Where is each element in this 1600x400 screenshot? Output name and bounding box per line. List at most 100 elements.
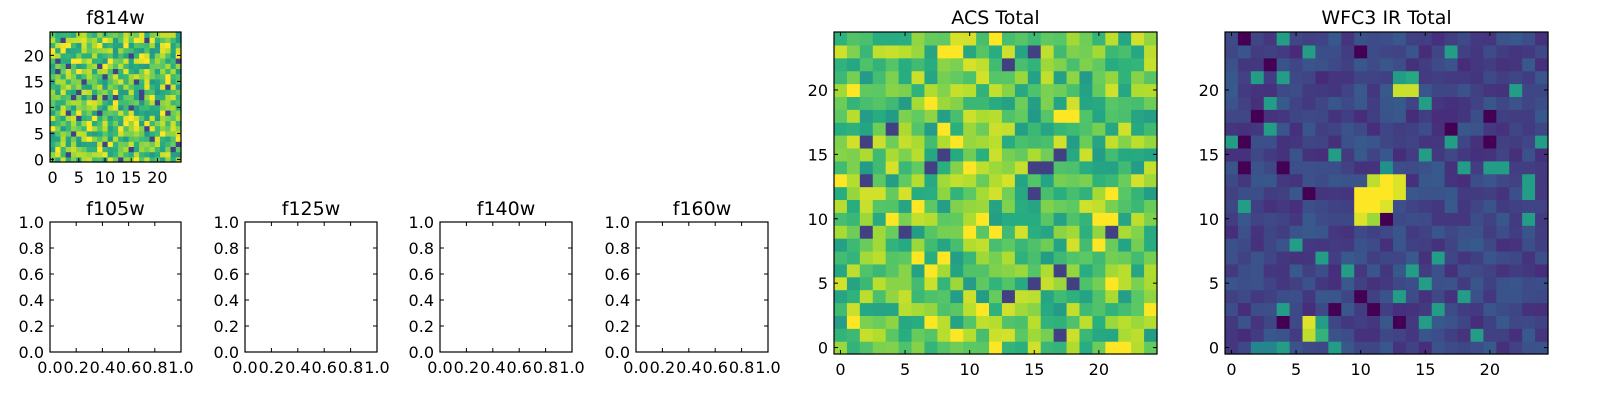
- heatmap-cell: [112, 99, 119, 106]
- heatmap-cell: [102, 89, 109, 95]
- heatmap-cell: [937, 135, 951, 149]
- heatmap-cell: [65, 125, 72, 132]
- heatmap-cells: [1225, 32, 1549, 355]
- heatmap-cell: [60, 58, 67, 64]
- heatmap-cell: [149, 99, 156, 106]
- heatmap-cell: [1509, 122, 1523, 136]
- heatmap-cell: [846, 328, 861, 342]
- heatmap-cell: [1118, 315, 1132, 329]
- heatmap-cell: [1131, 186, 1145, 201]
- heatmap-cell: [1380, 199, 1394, 213]
- heatmap-cell: [170, 104, 177, 111]
- panel-f125w: f125w 0.0 0.2 0.4 0.6 0.8 1.00.00.20.40.60.81…: [214, 198, 390, 377]
- heatmap-cell: [160, 63, 166, 69]
- heatmap-cell: [1225, 96, 1239, 110]
- heatmap-cell: [898, 186, 913, 201]
- heatmap-cell: [1027, 225, 1042, 239]
- heatmap-cell: [1289, 341, 1304, 355]
- heatmap-cell: [154, 141, 161, 147]
- heatmap-cell: [1444, 186, 1459, 201]
- heatmap-cell: [160, 125, 166, 132]
- heatmap-cell: [154, 52, 161, 59]
- heatmap-cell: [1354, 109, 1368, 123]
- heatmap-cell: [1535, 225, 1549, 239]
- heatmap-cell: [160, 120, 166, 127]
- heatmap-cell: [1328, 238, 1342, 252]
- heatmap-cell: [1328, 44, 1342, 59]
- heatmap-cell: [1470, 135, 1484, 149]
- heatmap-cell: [1367, 57, 1381, 72]
- heatmap-cell: [1225, 147, 1239, 162]
- x-tick-label: 0.4: [676, 358, 701, 377]
- heatmap-cell: [154, 63, 161, 69]
- heatmap-cell: [1237, 302, 1252, 316]
- heatmap-cell: [937, 315, 951, 329]
- heatmap-cell: [1289, 173, 1304, 188]
- heatmap-cell: [1014, 250, 1029, 265]
- heatmap-cell: [1092, 83, 1106, 97]
- heatmap-cell: [154, 151, 161, 158]
- heatmap-cell: [1053, 122, 1068, 136]
- heatmap-cell: [81, 42, 88, 49]
- heatmap-cell: [950, 160, 964, 175]
- heatmap-cell: [1001, 135, 1016, 149]
- heatmap-cell: [1470, 315, 1484, 329]
- heatmap-cell: [139, 120, 145, 127]
- heatmap-cell: [165, 78, 172, 85]
- heatmap-cell: [911, 302, 926, 316]
- heatmap-cell: [1328, 122, 1342, 136]
- heatmap-cell: [91, 136, 98, 142]
- heatmap-cell: [1105, 57, 1119, 72]
- heatmap-cell: [1431, 186, 1446, 201]
- heatmap-cell: [1053, 70, 1068, 85]
- heatmap-cell: [846, 109, 861, 123]
- heatmap-cell: [859, 315, 874, 329]
- heatmap-cell: [1380, 44, 1394, 59]
- x-tick-label: 0.2: [454, 358, 479, 377]
- y-tick-label: 0.0: [19, 343, 44, 362]
- heatmap-cell: [107, 68, 114, 75]
- heatmap-cell: [154, 110, 161, 116]
- heatmap-cell: [1289, 302, 1304, 316]
- heatmap-cell: [1328, 70, 1342, 85]
- heatmap-cell: [1144, 173, 1158, 188]
- heatmap-cell: [154, 115, 161, 121]
- heatmap-cell: [1341, 173, 1355, 188]
- heatmap-cell: [859, 225, 874, 239]
- heatmap-cell: [1053, 225, 1068, 239]
- heatmap-cell: [1392, 135, 1407, 149]
- y-tick-label: 0.2: [214, 317, 239, 336]
- heatmap-cell: [885, 238, 900, 252]
- heatmap-cell: [123, 110, 130, 116]
- heatmap-cell: [139, 104, 145, 111]
- heatmap-cell: [139, 63, 145, 69]
- heatmap-cell: [976, 328, 990, 342]
- heatmap-cell: [1053, 160, 1068, 175]
- heatmap-cell: [976, 122, 990, 136]
- heatmap-cell: [1431, 147, 1446, 162]
- heatmap-cell: [128, 63, 135, 69]
- heatmap-cell: [885, 276, 900, 291]
- heatmap-cell: [1392, 122, 1407, 136]
- heatmap-cell: [1431, 199, 1446, 213]
- heatmap-cell: [1496, 341, 1510, 355]
- heatmap-cell: [1315, 83, 1329, 97]
- heatmap-cell: [154, 68, 161, 75]
- y-tick-label: 0.6: [409, 265, 434, 284]
- heatmap-cell: [50, 151, 56, 158]
- heatmap-cell: [963, 238, 977, 252]
- heatmap-cell: [1496, 44, 1510, 59]
- heatmap-cell: [911, 263, 926, 278]
- heatmap-cell: [1027, 186, 1042, 201]
- heatmap-cell: [1354, 315, 1368, 329]
- heatmap-cell: [1328, 225, 1342, 239]
- heatmap-cell: [898, 315, 913, 329]
- heatmap-cell: [924, 160, 938, 175]
- heatmap-cell: [1315, 212, 1329, 226]
- heatmap-cell: [128, 42, 135, 49]
- heatmap-cell: [118, 42, 124, 49]
- heatmap-cell: [112, 32, 119, 38]
- heatmap-cell: [154, 94, 161, 101]
- heatmap-cell: [1431, 238, 1446, 252]
- heatmap-cell: [846, 238, 861, 252]
